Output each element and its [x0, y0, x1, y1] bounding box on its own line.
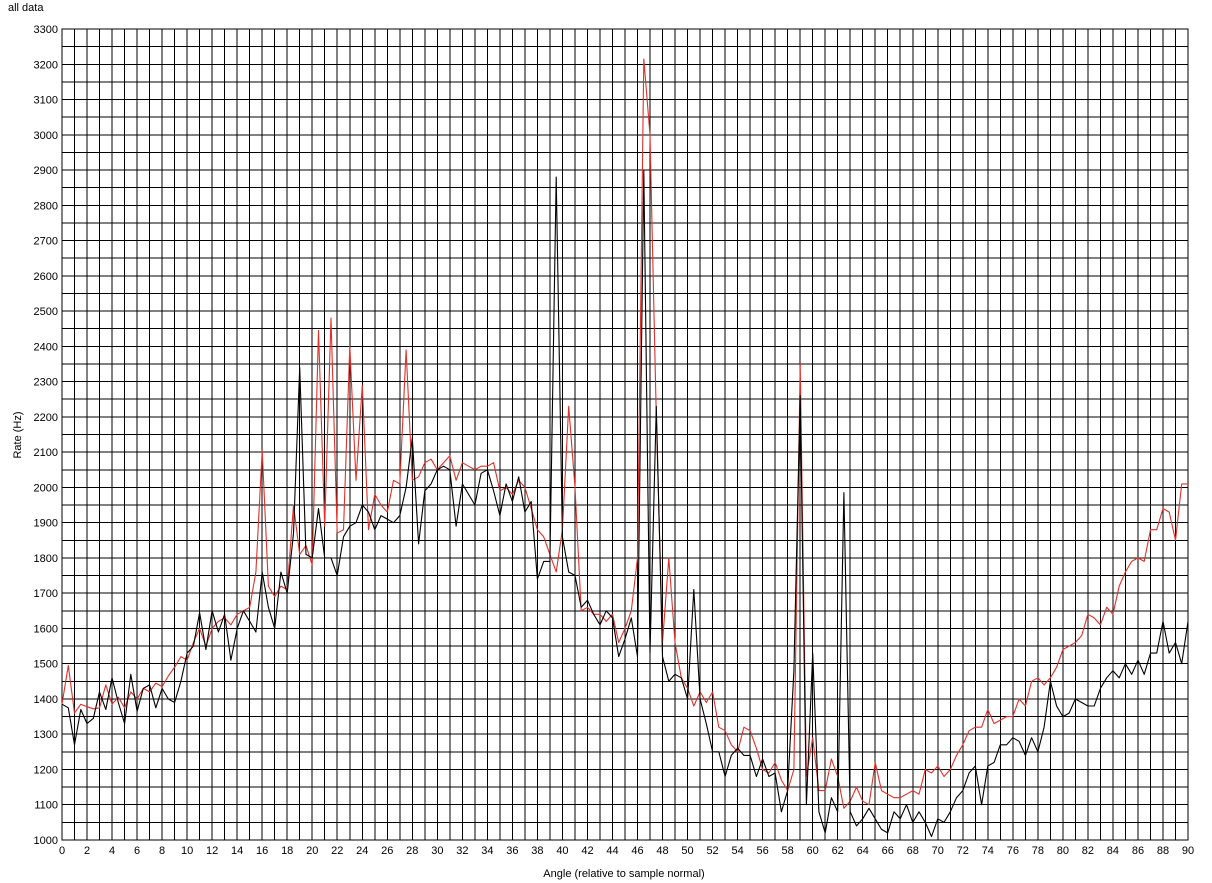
- x-tick-label: 74: [982, 845, 994, 857]
- y-tick-label: 1000: [34, 835, 58, 847]
- x-tick-label: 12: [206, 845, 218, 857]
- series-layer: [61, 58, 1189, 838]
- x-tick-label: 58: [782, 845, 794, 857]
- chart-title: all data: [8, 2, 44, 14]
- y-tick-label: 2900: [34, 165, 58, 177]
- y-tick-label: 2100: [34, 447, 58, 459]
- y-tick-label: 1700: [34, 588, 58, 600]
- x-tick-label: 90: [1182, 845, 1194, 857]
- x-tick-label: 2: [84, 845, 90, 857]
- x-tick-label: 8: [159, 845, 165, 857]
- x-tick-label: 24: [356, 845, 368, 857]
- grid: [61, 28, 1189, 841]
- x-tick-label: 34: [481, 845, 493, 857]
- x-tick-label: 62: [832, 845, 844, 857]
- x-tick-label: 44: [606, 845, 618, 857]
- x-tick-label: 40: [556, 845, 568, 857]
- y-tick-label: 1200: [34, 764, 58, 776]
- y-tick-label: 2800: [34, 200, 58, 212]
- x-tick-label: 70: [932, 845, 944, 857]
- x-tick-label: 16: [256, 845, 268, 857]
- x-tick-label: 28: [406, 845, 418, 857]
- y-tick-label: 1500: [34, 659, 58, 671]
- x-tick-label: 86: [1132, 845, 1144, 857]
- x-tick-label: 80: [1057, 845, 1069, 857]
- y-axis-label: Rate (Hz): [12, 411, 24, 458]
- x-tick-label: 18: [281, 845, 293, 857]
- x-tick-label: 76: [1007, 845, 1019, 857]
- y-tick-label: 1900: [34, 518, 58, 530]
- x-tick-label: 88: [1157, 845, 1169, 857]
- x-tick-label: 4: [109, 845, 115, 857]
- y-tick-label: 2000: [34, 482, 58, 494]
- x-tick-label: 72: [957, 845, 969, 857]
- x-tick-label: 52: [706, 845, 718, 857]
- x-tick-label: 14: [231, 845, 243, 857]
- y-tick-label: 3300: [34, 24, 58, 36]
- y-tick-label: 3000: [34, 130, 58, 142]
- x-tick-label: 36: [506, 845, 518, 857]
- x-tick-label: 26: [381, 845, 393, 857]
- x-tick-label: 32: [456, 845, 468, 857]
- x-tick-label: 46: [631, 845, 643, 857]
- y-tick-label: 2300: [34, 377, 58, 389]
- x-tick-label: 42: [581, 845, 593, 857]
- x-tick-label: 38: [531, 845, 543, 857]
- x-tick-label: 48: [656, 845, 668, 857]
- y-tick-label: 2200: [34, 412, 58, 424]
- y-tick-label: 1600: [34, 623, 58, 635]
- y-tick-label: 1300: [34, 729, 58, 741]
- x-tick-label: 22: [331, 845, 343, 857]
- x-tick-label: 68: [907, 845, 919, 857]
- plot-frame: [61, 28, 1189, 841]
- y-tick-label: 2500: [34, 306, 58, 318]
- y-tick-label: 3200: [34, 59, 58, 71]
- y-tick-label: 1400: [34, 694, 58, 706]
- series-line-1: [61, 58, 1188, 809]
- x-tick-label: 30: [431, 845, 443, 857]
- x-tick-label: 0: [59, 845, 65, 857]
- y-axis-ticks: 1000 1100 1200 1300 1400 1500 1600 1700 1800 1900…: [34, 24, 58, 847]
- series-line-2: [61, 169, 1189, 838]
- x-tick-label: 56: [756, 845, 768, 857]
- x-tick-label: 66: [882, 845, 894, 857]
- x-tick-label: 84: [1107, 845, 1119, 857]
- x-axis-label: Angle (relative to sample normal): [543, 868, 704, 880]
- y-tick-label: 2400: [34, 341, 58, 353]
- x-tick-label: 60: [807, 845, 819, 857]
- y-tick-label: 3100: [34, 95, 58, 107]
- y-tick-label: 1100: [34, 800, 58, 812]
- x-tick-label: 78: [1032, 845, 1044, 857]
- x-tick-label: 50: [681, 845, 693, 857]
- x-tick-label: 54: [731, 845, 743, 857]
- y-tick-label: 1800: [34, 553, 58, 565]
- y-tick-label: 2600: [34, 271, 58, 283]
- x-tick-label: 10: [181, 845, 193, 857]
- x-tick-label: 82: [1082, 845, 1094, 857]
- x-tick-label: 20: [306, 845, 318, 857]
- x-tick-label: 64: [857, 845, 869, 857]
- x-axis-ticks: 0 2 4 6 8 10 12 14 16 18 20 22 24 26 28 30 32 34 36 38 40 42 4…: [59, 845, 1194, 857]
- x-tick-label: 6: [134, 845, 140, 857]
- y-tick-label: 2700: [34, 236, 58, 248]
